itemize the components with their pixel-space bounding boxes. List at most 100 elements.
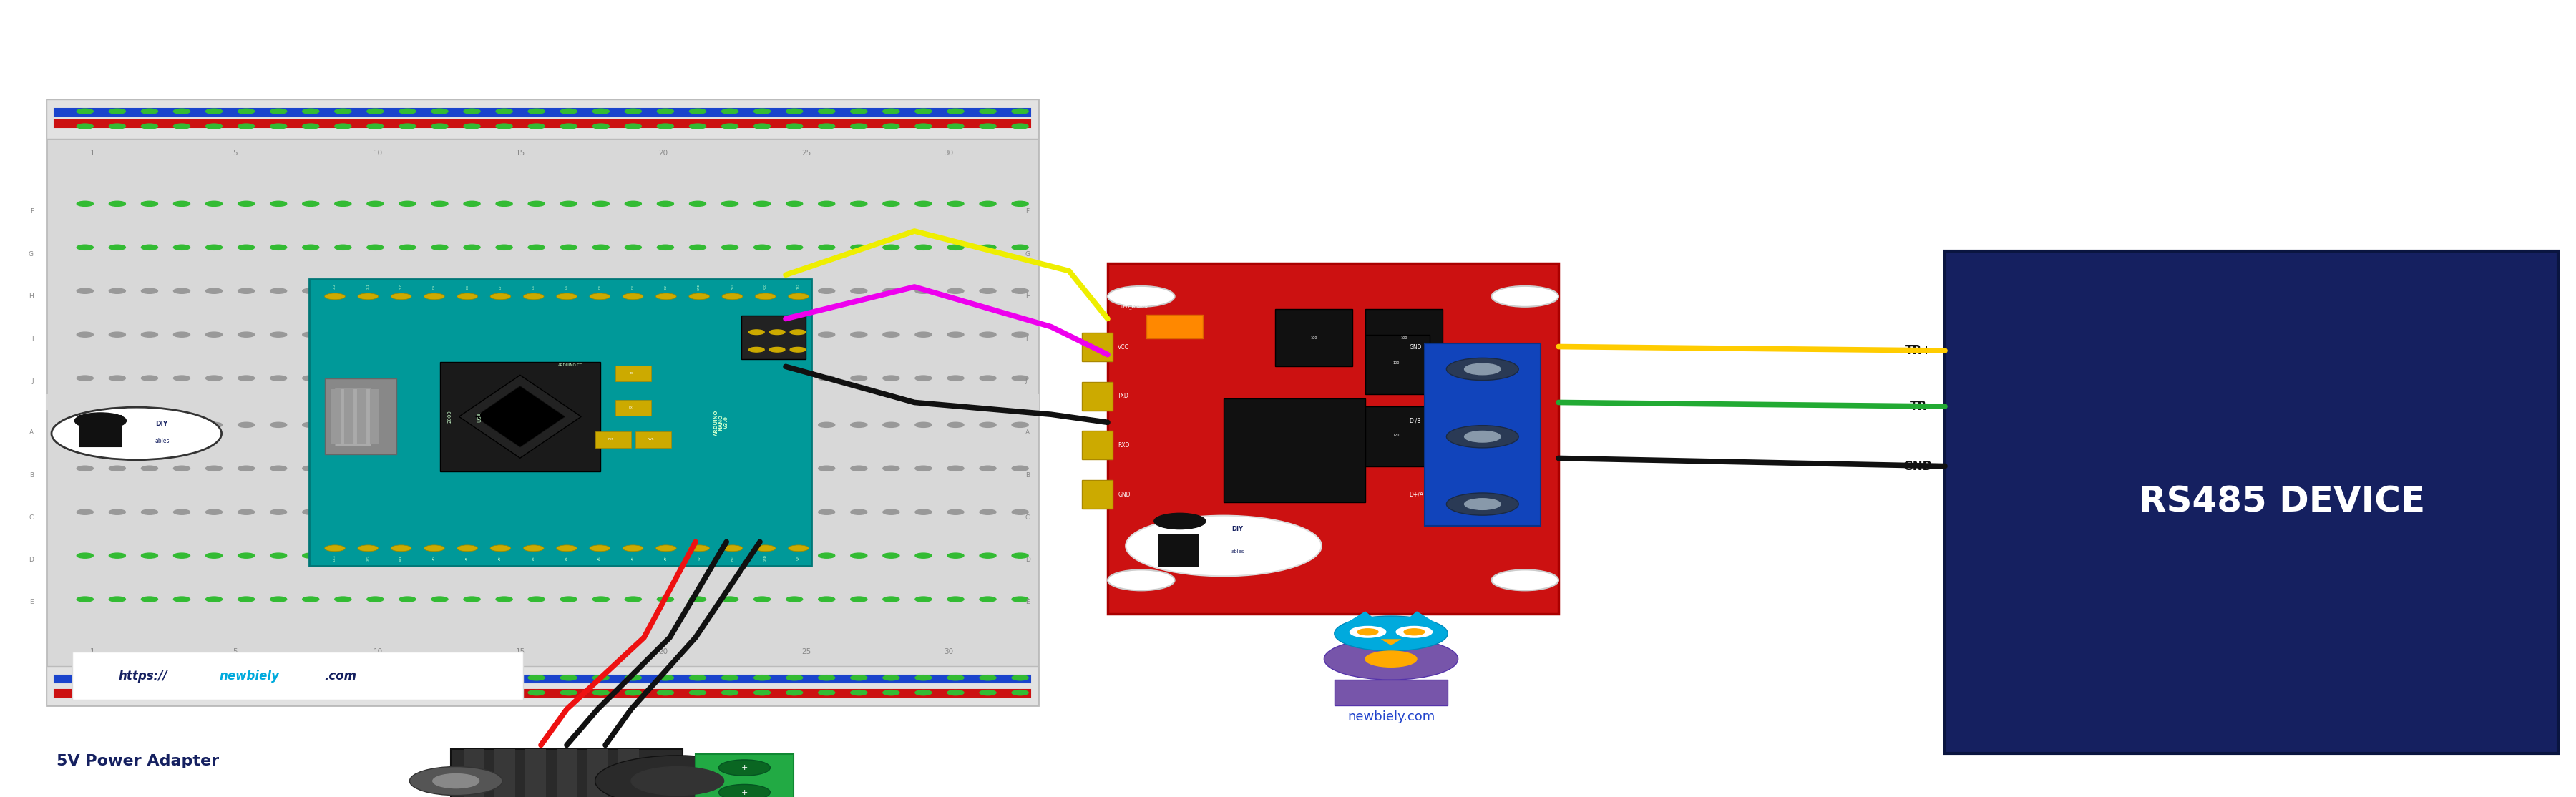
Text: 100: 100 xyxy=(1311,336,1316,340)
Polygon shape xyxy=(474,386,564,447)
Text: 10: 10 xyxy=(374,648,384,655)
Circle shape xyxy=(755,553,770,558)
Circle shape xyxy=(1154,513,1206,529)
Circle shape xyxy=(77,690,93,695)
Circle shape xyxy=(562,375,577,381)
Circle shape xyxy=(173,289,191,293)
Text: 100: 100 xyxy=(1394,362,1399,365)
Circle shape xyxy=(791,347,806,352)
Circle shape xyxy=(690,332,706,337)
Circle shape xyxy=(657,109,675,114)
Bar xyxy=(335,389,371,446)
Circle shape xyxy=(948,201,963,206)
Circle shape xyxy=(335,201,350,206)
Circle shape xyxy=(690,597,706,602)
Text: A1: A1 xyxy=(466,556,469,559)
Circle shape xyxy=(528,422,544,427)
Bar xyxy=(1108,263,1558,614)
Circle shape xyxy=(562,201,577,206)
Circle shape xyxy=(819,332,835,337)
Circle shape xyxy=(399,675,415,680)
Circle shape xyxy=(301,675,319,680)
Bar xyxy=(46,395,1038,410)
Circle shape xyxy=(399,466,415,471)
Circle shape xyxy=(750,330,765,335)
Circle shape xyxy=(948,466,963,471)
Text: D: D xyxy=(28,556,33,563)
Circle shape xyxy=(173,375,191,381)
Circle shape xyxy=(173,466,191,471)
Circle shape xyxy=(755,545,775,552)
Circle shape xyxy=(657,553,675,558)
Text: .com: .com xyxy=(325,669,355,682)
Text: F: F xyxy=(31,209,33,215)
Text: +: + xyxy=(742,789,747,796)
Circle shape xyxy=(562,109,577,114)
Circle shape xyxy=(464,332,479,337)
Circle shape xyxy=(562,466,577,471)
Circle shape xyxy=(770,347,786,352)
Circle shape xyxy=(755,375,770,381)
Text: LED_POWER: LED_POWER xyxy=(1121,304,1149,308)
Circle shape xyxy=(108,289,126,293)
Bar xyxy=(1082,333,1113,362)
Circle shape xyxy=(497,289,513,293)
Circle shape xyxy=(366,675,384,680)
Circle shape xyxy=(690,675,706,680)
Circle shape xyxy=(237,553,255,558)
Circle shape xyxy=(979,466,997,471)
Circle shape xyxy=(108,124,126,129)
Circle shape xyxy=(430,597,448,602)
Circle shape xyxy=(173,690,191,695)
Circle shape xyxy=(690,109,706,114)
Circle shape xyxy=(1012,422,1028,427)
Circle shape xyxy=(270,675,286,680)
Circle shape xyxy=(399,124,415,129)
Circle shape xyxy=(657,509,675,515)
Text: RST: RST xyxy=(732,555,734,561)
Circle shape xyxy=(142,422,157,427)
Circle shape xyxy=(77,375,93,381)
Circle shape xyxy=(206,201,222,206)
Circle shape xyxy=(626,597,641,602)
Circle shape xyxy=(399,422,415,427)
Text: RS485 DEVICE: RS485 DEVICE xyxy=(2138,485,2424,519)
Text: A4: A4 xyxy=(564,556,569,559)
Circle shape xyxy=(755,597,770,602)
Circle shape xyxy=(237,201,255,206)
Bar xyxy=(1146,315,1203,339)
Text: DIY: DIY xyxy=(1231,526,1242,532)
Circle shape xyxy=(335,466,350,471)
Circle shape xyxy=(497,597,513,602)
Circle shape xyxy=(786,375,804,381)
Text: TXD: TXD xyxy=(1118,393,1128,399)
Circle shape xyxy=(430,109,448,114)
Circle shape xyxy=(592,289,608,293)
Circle shape xyxy=(948,109,963,114)
Circle shape xyxy=(884,466,899,471)
Circle shape xyxy=(497,690,513,695)
Circle shape xyxy=(456,545,477,552)
Bar xyxy=(54,689,1030,697)
Bar xyxy=(440,362,600,471)
Text: D7: D7 xyxy=(500,285,502,289)
Circle shape xyxy=(819,597,835,602)
Text: GND: GND xyxy=(698,284,701,290)
Circle shape xyxy=(657,466,675,471)
Circle shape xyxy=(464,109,479,114)
Circle shape xyxy=(237,375,255,381)
Circle shape xyxy=(399,109,415,114)
Circle shape xyxy=(786,109,804,114)
Circle shape xyxy=(592,375,608,381)
Text: ables: ables xyxy=(1231,549,1244,554)
Text: DIY: DIY xyxy=(155,421,167,427)
Circle shape xyxy=(425,293,446,300)
Circle shape xyxy=(1012,553,1028,558)
Circle shape xyxy=(914,375,933,381)
Text: https://: https:// xyxy=(118,669,167,682)
Text: G: G xyxy=(28,251,33,257)
Circle shape xyxy=(464,466,479,471)
Circle shape xyxy=(626,245,641,250)
Circle shape xyxy=(721,201,739,206)
Circle shape xyxy=(399,245,415,250)
